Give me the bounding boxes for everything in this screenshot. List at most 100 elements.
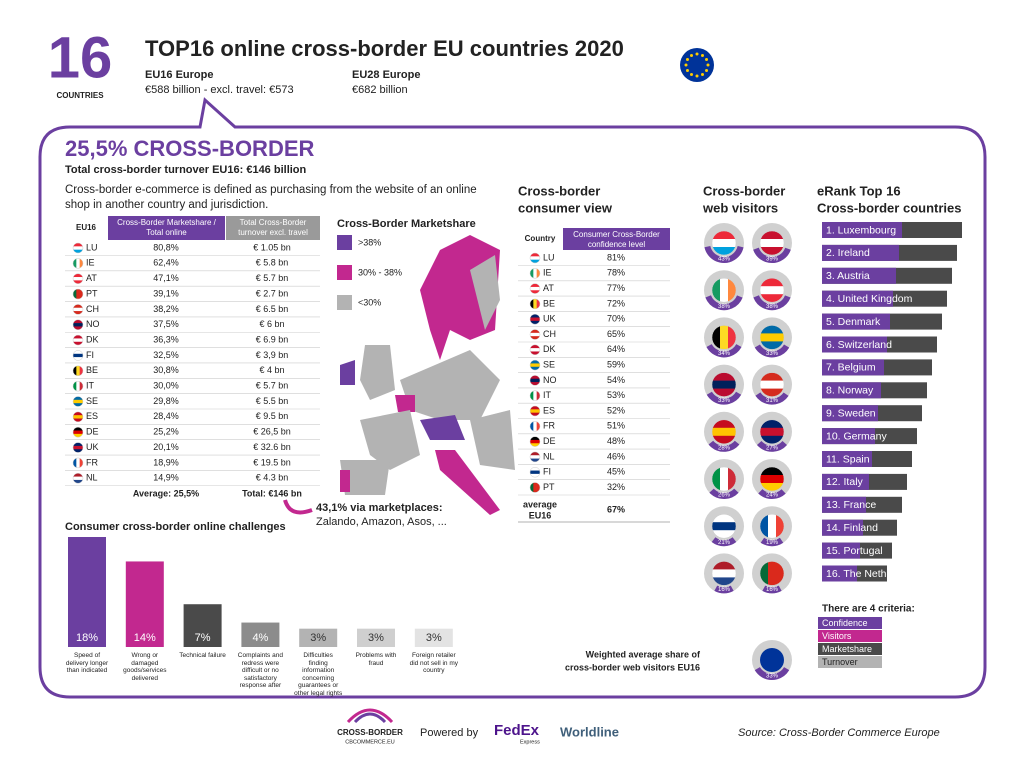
- flag-stripe: [530, 286, 540, 291]
- flag-stripe: [73, 473, 83, 477]
- rank-item: 10. Germany: [826, 430, 887, 442]
- confidence: 72%: [607, 298, 625, 308]
- star: [684, 63, 688, 67]
- star: [706, 63, 710, 67]
- flag-stripe: [76, 258, 80, 269]
- flag-stripe: [533, 268, 537, 279]
- ring: [752, 411, 792, 452]
- flag-outline: [529, 313, 541, 325]
- rank-item: 2. Ireland: [826, 247, 870, 259]
- country-code: CH: [543, 329, 556, 339]
- rank-item: 8. Norway: [826, 385, 874, 397]
- flag-outline: [529, 436, 541, 447]
- flag-stripe: [530, 473, 540, 478]
- flag-outline: [529, 329, 541, 340]
- flag-stripe: [712, 435, 736, 444]
- flag-outline: [759, 325, 785, 350]
- flag-outline: [72, 442, 84, 453]
- turnover: € 26,5 bn: [253, 427, 291, 437]
- flag-stripe: [760, 247, 784, 255]
- challenge-value: 7%: [195, 632, 211, 644]
- logo-arc: [353, 712, 387, 724]
- confidence: 70%: [607, 314, 625, 324]
- worldline: Worldline: [560, 724, 619, 739]
- flag-stripe: [530, 351, 540, 355]
- eu28-label: EU28 Europe: [352, 69, 420, 81]
- flag: [530, 406, 540, 416]
- eu-stars: [684, 52, 710, 78]
- challenge-text: Speed of delivery longer than indicated: [65, 652, 109, 674]
- flag-stripe: [712, 427, 736, 437]
- section-title: consumer view: [518, 200, 613, 215]
- flag-stripe: [73, 365, 77, 376]
- flag-stripe: [79, 289, 83, 300]
- average: Average: 25,5%: [133, 488, 199, 498]
- flag-outline: [711, 325, 737, 350]
- rank-bar: [822, 542, 860, 559]
- flag-stripe: [530, 390, 534, 401]
- country-code: IE: [86, 258, 95, 268]
- section-title: Cross-border countries: [817, 200, 961, 215]
- marketshare: 18,9%: [153, 457, 179, 467]
- ring-label: 38%: [766, 304, 779, 310]
- confidence: 45%: [607, 467, 625, 477]
- flag: [73, 365, 83, 376]
- ring: [752, 364, 792, 405]
- flag: [530, 451, 540, 462]
- ring-label: 21%: [718, 540, 731, 546]
- flag-outline: [72, 304, 84, 315]
- star: [690, 73, 693, 77]
- ring: [704, 364, 744, 405]
- country-code: DK: [86, 334, 99, 344]
- flag-outline: [529, 466, 541, 478]
- flag-stripe: [776, 561, 784, 586]
- criteria-label: Confidence: [822, 618, 868, 628]
- flag-stripe: [712, 577, 736, 586]
- flag-stripe: [73, 280, 83, 284]
- country-code: FI: [86, 350, 94, 360]
- flag: [530, 467, 540, 478]
- average-value: 67%: [607, 504, 625, 514]
- flag-outline: [529, 405, 541, 417]
- flag-stripe: [530, 451, 540, 456]
- rank-bar: [822, 565, 857, 582]
- marketshare: 80,8%: [153, 242, 179, 252]
- flag: [530, 253, 540, 263]
- ring-label: 26%: [718, 493, 731, 499]
- flag-outline: [72, 396, 84, 407]
- criteria-box: [818, 630, 882, 642]
- ring: [704, 223, 744, 263]
- flag-stripe: [73, 357, 83, 361]
- flag-stripe: [530, 259, 540, 263]
- flag: [712, 514, 736, 539]
- turnover: € 4.3 bn: [256, 473, 289, 483]
- rank-bar: [822, 336, 887, 353]
- flag-stripe: [73, 457, 77, 468]
- flag-stripe: [536, 482, 540, 493]
- headline: 25,5% CROSS-BORDER: [65, 136, 315, 161]
- flag-stripe: [760, 333, 784, 342]
- flag-stripe: [73, 479, 83, 484]
- flag-outline: [72, 380, 84, 392]
- flag: [530, 283, 540, 294]
- flag: [73, 335, 83, 346]
- flag: [73, 304, 83, 315]
- title: TOP16 online cross-border EU countries 2…: [145, 36, 624, 61]
- flag-outline: [72, 258, 84, 269]
- flag-outline: [529, 482, 541, 493]
- flag: [712, 325, 736, 350]
- flag-outline: [72, 273, 84, 284]
- flag-stripe: [73, 381, 77, 392]
- country-code: PT: [86, 288, 98, 298]
- country-code: FR: [86, 457, 98, 467]
- flag-stripe: [530, 366, 540, 371]
- flag: [530, 268, 540, 279]
- flag-stripe: [712, 388, 736, 397]
- flag-stripe: [536, 298, 540, 309]
- flag-stripe: [73, 442, 83, 447]
- ring: [704, 459, 744, 499]
- star: [705, 58, 709, 61]
- confidence: 59%: [607, 359, 625, 369]
- flag-stripe: [530, 344, 540, 349]
